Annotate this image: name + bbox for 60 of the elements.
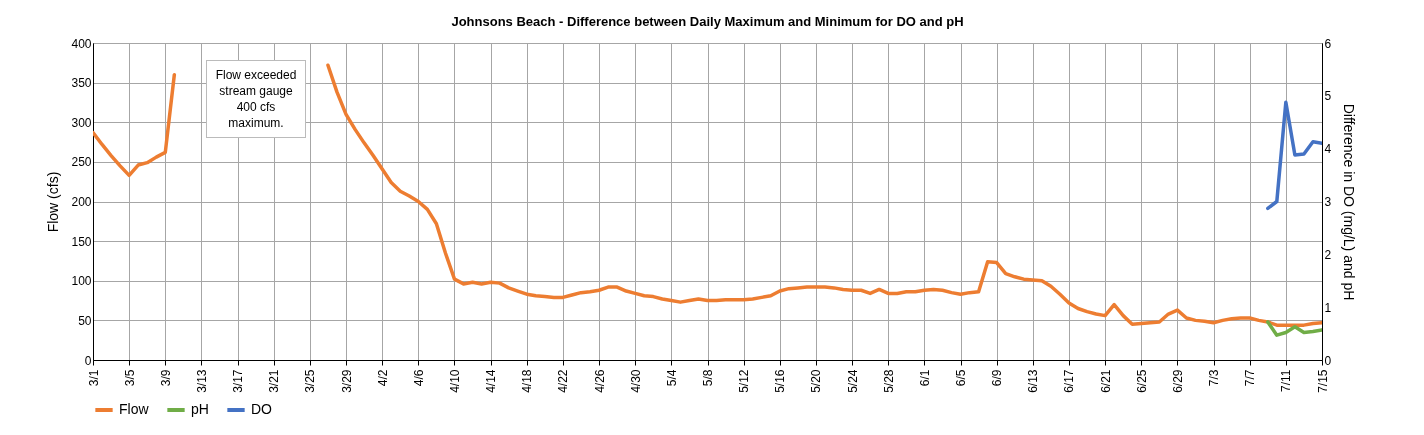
x-tick-label: 5/24 [845, 369, 860, 393]
x-tick-label: 3/13 [194, 369, 209, 393]
x-tick-label: 6/29 [1170, 369, 1185, 393]
x-tick-label: 4/18 [520, 369, 535, 393]
x-tick-label: 7/11 [1279, 369, 1294, 392]
x-tick-label: 6/25 [1134, 369, 1149, 393]
line-series [1266, 100, 1322, 211]
x-tick-label: 4/30 [628, 369, 643, 393]
y2-tick-label: 5 [1324, 89, 1332, 104]
legend-label: DO [251, 401, 273, 417]
y-tick-label: 200 [71, 195, 92, 209]
x-tick-label: 3/29 [339, 369, 354, 393]
y-tick-label: 300 [71, 115, 92, 130]
y-tick-label: 400 [71, 36, 92, 51]
y2-tick-label: 1 [1324, 300, 1332, 315]
y2-axis-title: Difference in DO (mg/L) and pH [1341, 103, 1358, 301]
y-tick-label: 100 [71, 274, 92, 289]
x-tick-label: 3/9 [158, 369, 173, 387]
y-axis-title: Flow (cfs) [45, 171, 62, 233]
x-tick-label: 3/17 [231, 369, 246, 393]
x-tick-label: 4/10 [447, 369, 462, 393]
y2-tick-label: 3 [1324, 195, 1332, 209]
x-tick-label: 7/3 [1207, 369, 1222, 387]
x-tick-label: 4/14 [484, 369, 499, 393]
y-tick-label: 50 [78, 313, 92, 328]
note-box: Flow exceeded stream gauge 400 cfs maximum. [206, 60, 306, 138]
x-tick-label: 4/6 [411, 369, 426, 387]
legend-label: Flow [119, 401, 150, 417]
x-tick-label: 6/1 [917, 369, 932, 387]
x-tick-label: 4/22 [556, 369, 571, 393]
legend-label: pH [191, 401, 209, 417]
y2-tick-label: 0 [1324, 353, 1332, 368]
line-series [1266, 320, 1322, 337]
x-tick-label: 3/5 [122, 369, 137, 387]
x-tick-label: 5/20 [809, 369, 824, 393]
x-tick-label: 5/16 [773, 369, 788, 393]
y-tick-label: 150 [71, 234, 92, 249]
y-tick-label: 250 [71, 155, 92, 170]
x-tick-label: 3/1 [86, 369, 101, 387]
x-tick-label: 6/13 [1026, 369, 1041, 393]
x-tick-label: 6/9 [990, 369, 1005, 387]
y2-tick-label: 2 [1324, 247, 1332, 262]
x-tick-label: 5/8 [701, 369, 715, 387]
x-tick-label: 7/7 [1243, 369, 1258, 387]
chart-title: Johnsons Beach - Difference between Daily Maximum and Minimum for DO and pH [451, 14, 964, 29]
x-tick-label: 6/21 [1098, 369, 1113, 393]
x-tick-label: 7/15 [1315, 369, 1330, 393]
x-tick-label: 5/4 [664, 369, 679, 387]
x-tick-label: 6/5 [954, 369, 969, 387]
x-tick-label: 5/12 [737, 369, 752, 393]
y-tick-label: 350 [71, 76, 92, 91]
x-tick-label: 3/21 [267, 369, 282, 393]
x-tick-label: 6/17 [1062, 369, 1077, 393]
y-tick-label: 0 [84, 353, 92, 368]
y2-tick-label: 6 [1324, 36, 1332, 51]
y2-tick-label: 4 [1324, 142, 1332, 157]
x-tick-label: 3/25 [303, 369, 318, 393]
x-tick-label: 4/26 [592, 369, 607, 393]
x-tick-label: 5/28 [881, 369, 896, 393]
x-tick-label: 4/2 [375, 369, 390, 387]
